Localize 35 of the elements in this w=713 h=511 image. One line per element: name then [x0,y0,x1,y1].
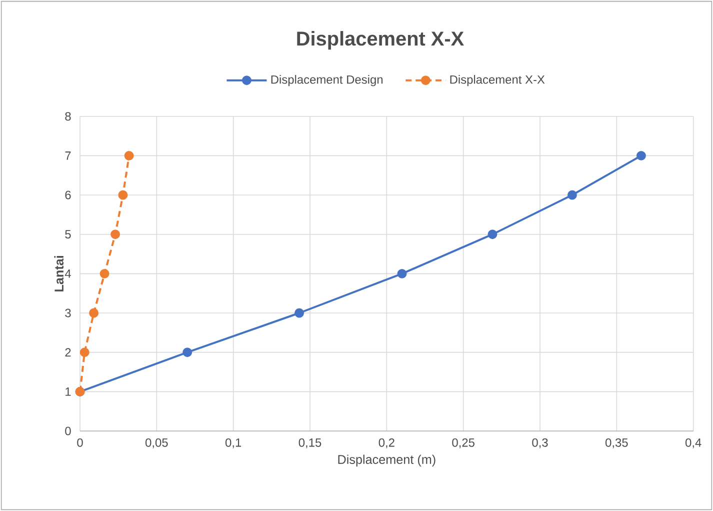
y-tick-label: 6 [65,190,71,200]
x-axis-title: Displacement (m) [338,454,436,466]
point [488,230,498,240]
legend-label: Displacement X-X [450,75,545,86]
x-tick-label: 0,1 [225,438,242,448]
point [80,348,90,358]
point [110,230,120,240]
point [89,308,99,318]
y-tick-label: 0 [65,426,71,436]
point [567,190,577,200]
y-tick-label: 5 [65,230,71,239]
x-tick-label: 0,05 [145,438,168,448]
y-tick-label: 8 [65,112,71,121]
x-tick-label: 0 [77,438,83,447]
x-tick-label: 0,3 [532,438,548,448]
point [100,268,110,278]
chart-title: Displacement X-X [297,31,464,50]
x-tick-label: 0,2 [378,438,394,448]
y-tick-label: 1 [66,388,71,396]
point [118,190,128,200]
y-tick-label: 7 [65,152,71,160]
point [636,150,646,160]
y-tick-label: 2 [65,348,71,357]
point [397,268,407,278]
x-tick-label: 0,4 [685,438,702,448]
point [182,348,192,358]
legend-label: Displacement Design [271,75,383,86]
point [124,150,134,160]
y-axis-title: Lantai [54,256,64,292]
y-tick-label: 4 [64,270,71,278]
x-tick-label: 0,25 [452,438,474,448]
x-tick-label: 0,15 [298,438,322,448]
point [294,308,304,318]
y-tick-label: 3 [65,308,71,318]
x-tick-label: 0,35 [606,438,628,448]
